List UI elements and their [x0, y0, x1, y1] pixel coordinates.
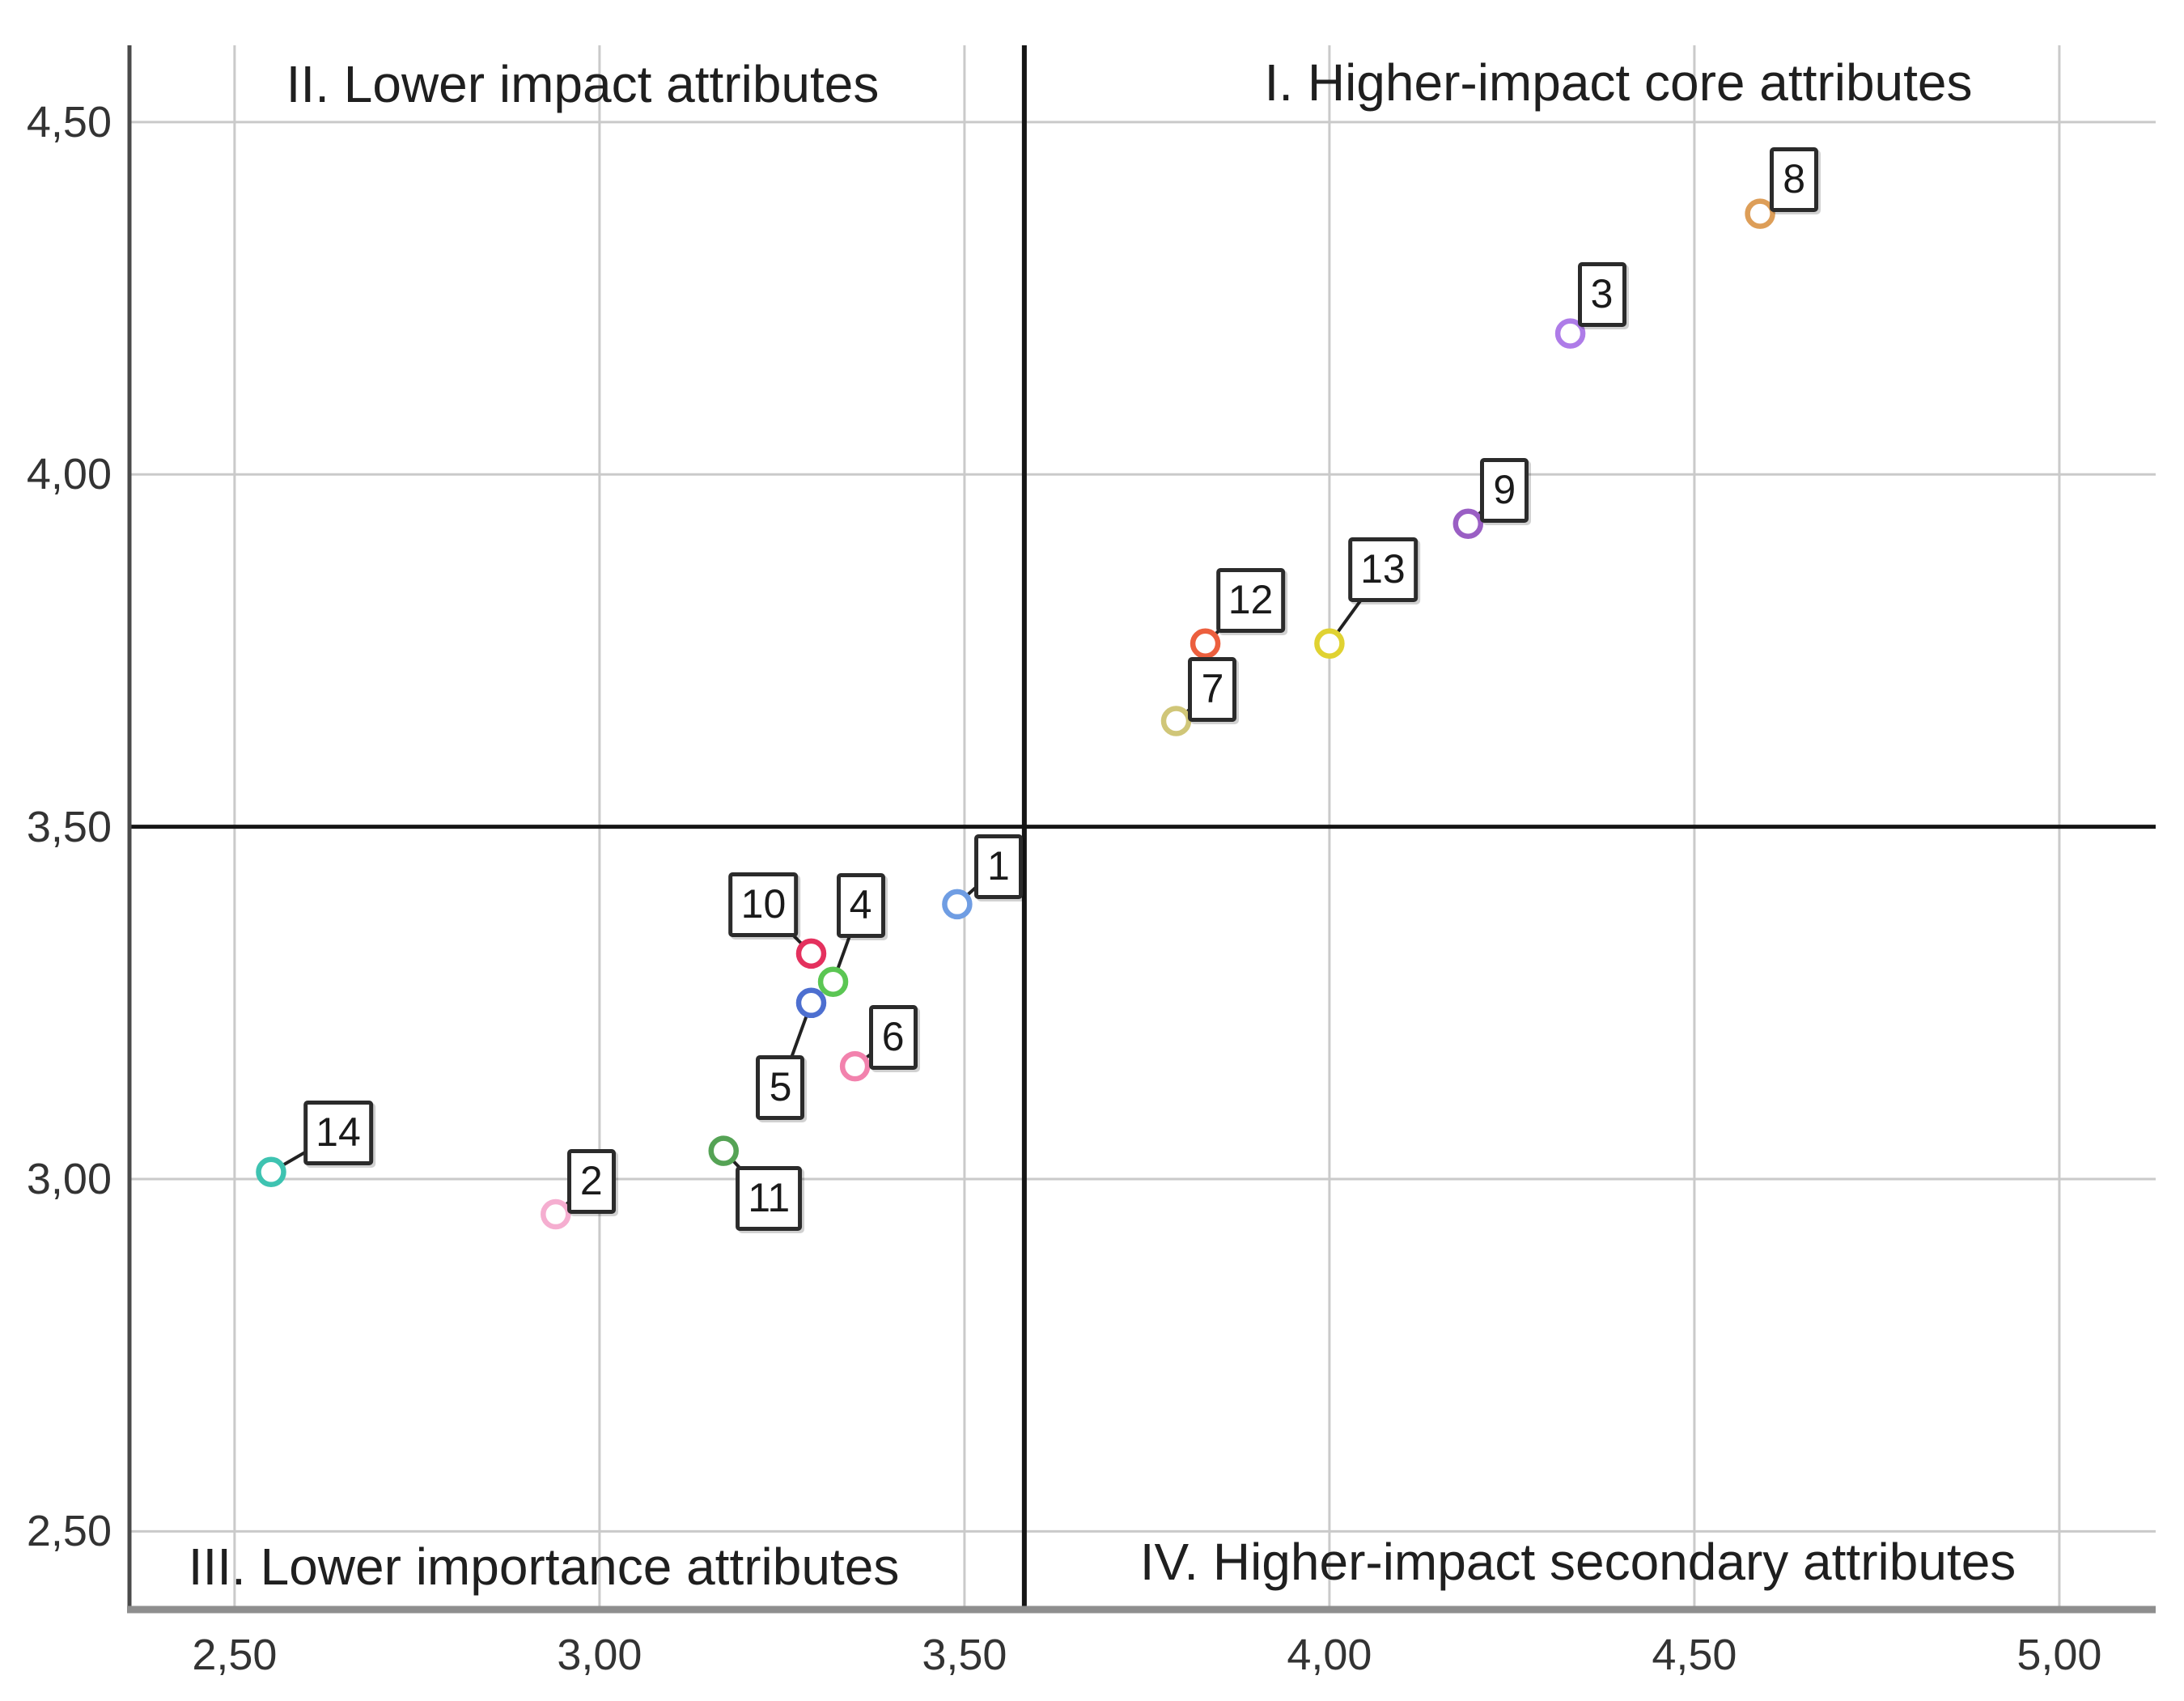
point-label-5[interactable]: 5 — [756, 1055, 805, 1121]
point-markers — [256, 198, 1775, 1230]
point-label-14[interactable]: 14 — [303, 1101, 373, 1166]
y-tick-label: 2,50 — [26, 1507, 112, 1556]
point-marker-12[interactable] — [1190, 628, 1221, 659]
point-label-2[interactable]: 2 — [566, 1148, 616, 1214]
axes — [127, 45, 2156, 1614]
y-tick-label: 3,00 — [26, 1154, 112, 1203]
point-label-12[interactable]: 12 — [1215, 568, 1286, 634]
point-marker-5[interactable] — [795, 987, 827, 1019]
point-label-1[interactable]: 1 — [973, 834, 1023, 900]
x-tick-label: 4,50 — [1652, 1631, 1737, 1679]
point-label-8[interactable]: 8 — [1770, 147, 1819, 213]
point-label-3[interactable]: 3 — [1577, 262, 1626, 328]
point-marker-8[interactable] — [1745, 198, 1775, 229]
x-tick-label: 4,00 — [1287, 1631, 1372, 1679]
point-marker-11[interactable] — [708, 1135, 739, 1166]
point-marker-1[interactable] — [942, 889, 973, 920]
point-label-6[interactable]: 6 — [868, 1004, 918, 1070]
quadrant-title-IV: IV. Higher-impact secondary attributes — [1139, 1533, 2016, 1591]
point-marker-6[interactable] — [839, 1050, 871, 1082]
point-label-10[interactable]: 10 — [728, 872, 799, 938]
point-label-11[interactable]: 11 — [736, 1166, 803, 1232]
x-tick-label: 5,00 — [2016, 1631, 2102, 1679]
y-tick-label: 4,00 — [26, 450, 112, 499]
point-marker-2[interactable] — [541, 1198, 571, 1230]
point-label-4[interactable]: 4 — [836, 873, 885, 939]
point-marker-13[interactable] — [1314, 628, 1345, 659]
quadrant-reference-lines — [129, 45, 2156, 1610]
y-tick-label: 4,50 — [26, 97, 112, 146]
x-tick-label: 3,00 — [557, 1631, 642, 1679]
point-marker-4[interactable] — [817, 966, 849, 997]
point-marker-7[interactable] — [1160, 706, 1192, 736]
x-tick-label: 2,50 — [192, 1631, 278, 1679]
point-marker-14[interactable] — [256, 1156, 286, 1188]
point-marker-10[interactable] — [795, 938, 827, 969]
quadrant-title-III: III. Lower importance attributes — [188, 1538, 900, 1596]
point-label-9[interactable]: 9 — [1480, 458, 1529, 524]
x-tick-label: 3,50 — [922, 1631, 1007, 1679]
point-label-7[interactable]: 7 — [1188, 657, 1237, 723]
point-label-13[interactable]: 13 — [1348, 537, 1418, 603]
point-marker-3[interactable] — [1554, 318, 1586, 349]
point-marker-9[interactable] — [1452, 508, 1484, 539]
y-tick-label: 3,50 — [26, 802, 112, 851]
quadrant-title-I: I. Higher-impact core attributes — [1264, 53, 1973, 112]
quadrant-title-II: II. Lower impact attributes — [286, 55, 880, 113]
